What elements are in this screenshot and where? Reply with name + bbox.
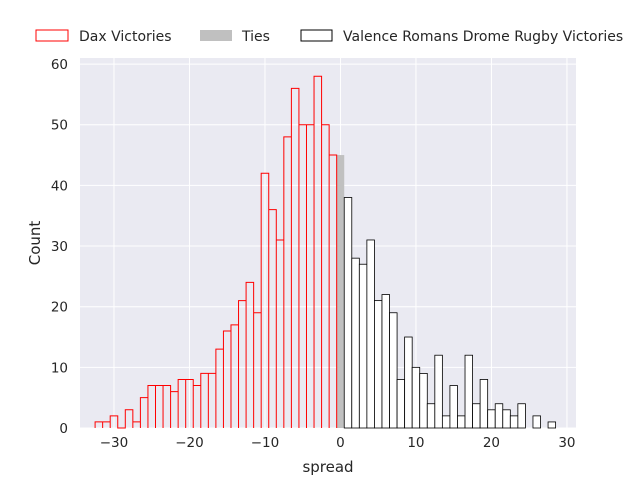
x-tick-label: −30 bbox=[100, 435, 129, 451]
bar-valence bbox=[358, 263, 368, 429]
legend-swatch-dax bbox=[35, 29, 69, 42]
bar-valence bbox=[366, 239, 375, 429]
bar-valence bbox=[389, 312, 398, 429]
y-tick-label: 10 bbox=[51, 360, 68, 376]
bar-valence bbox=[404, 336, 413, 429]
bar-valence bbox=[343, 197, 353, 429]
y-tick-label: 60 bbox=[51, 57, 68, 73]
y-axis-label: Count bbox=[26, 221, 44, 266]
x-tick-label: 0 bbox=[336, 435, 345, 451]
bar-valence bbox=[449, 385, 458, 429]
x-tick-labels: −30 −20 −10 0 10 20 30 bbox=[100, 435, 576, 451]
bar-valence bbox=[472, 403, 481, 429]
legend-swatch-valence bbox=[300, 29, 333, 42]
bar-valence bbox=[411, 366, 421, 429]
bar-valence bbox=[464, 354, 473, 429]
y-tick-label: 50 bbox=[51, 118, 68, 134]
y-tick-label: 20 bbox=[51, 300, 68, 316]
bar-valence bbox=[487, 409, 496, 429]
bar-valence bbox=[374, 300, 383, 429]
x-tick-label: 20 bbox=[483, 435, 500, 451]
bar-valence bbox=[419, 373, 428, 429]
y-tick-labels: 0 10 20 30 40 50 60 bbox=[51, 57, 68, 437]
legend-label-dax: Dax Victories bbox=[79, 29, 172, 45]
bar-valence bbox=[441, 415, 451, 429]
x-tick-label: 10 bbox=[407, 435, 424, 451]
x-tick-label: 30 bbox=[558, 435, 575, 451]
bar-valence bbox=[532, 415, 541, 429]
x-tick-label: −20 bbox=[175, 435, 204, 451]
bars bbox=[94, 75, 557, 429]
dax-step-outline bbox=[94, 75, 338, 429]
plot-background bbox=[80, 58, 576, 428]
legend-swatch-ties bbox=[200, 30, 232, 41]
bar-valence bbox=[351, 257, 360, 429]
bar-valence bbox=[547, 421, 557, 429]
bar-valence bbox=[517, 403, 526, 429]
bar-valence bbox=[509, 415, 519, 429]
bar-valence bbox=[457, 415, 466, 429]
bar-ties bbox=[336, 155, 345, 428]
legend: Dax Victories Ties Valence Romans Drome … bbox=[35, 29, 623, 45]
bar-valence bbox=[426, 403, 436, 429]
bar-valence bbox=[396, 379, 406, 429]
bar-valence bbox=[434, 354, 443, 429]
x-axis-label: spread bbox=[302, 458, 353, 476]
x-tick-label: −10 bbox=[251, 435, 280, 451]
bar-valence bbox=[494, 403, 504, 429]
y-tick-label: 30 bbox=[51, 239, 68, 255]
legend-label-valence: Valence Romans Drome Rugby Victories bbox=[343, 29, 623, 45]
y-tick-label: 0 bbox=[59, 421, 68, 437]
bar-valence bbox=[381, 294, 390, 429]
y-tick-label: 40 bbox=[51, 178, 68, 194]
bar-valence bbox=[502, 409, 511, 429]
legend-label-ties: Ties bbox=[241, 29, 270, 45]
bar-valence bbox=[479, 379, 489, 429]
